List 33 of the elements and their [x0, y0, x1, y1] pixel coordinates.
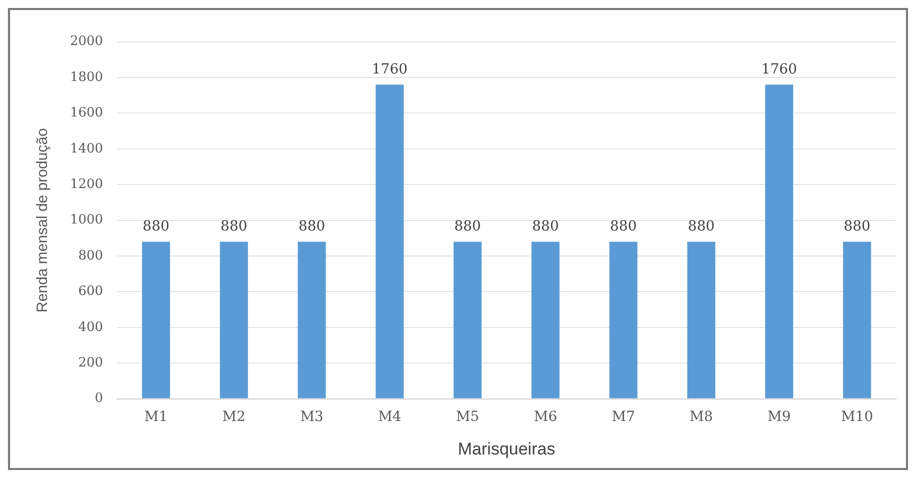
data-label: 880 — [688, 218, 715, 234]
x-tick-label: M3 — [300, 408, 324, 425]
y-tick-label: 1400 — [70, 141, 104, 156]
x-tick-label: M8 — [690, 408, 713, 425]
y-tick-label: 1800 — [70, 70, 104, 85]
y-tick-label: 1200 — [70, 176, 104, 192]
y-tick-label: 0 — [94, 391, 104, 406]
y-tick-label: 800 — [78, 248, 104, 264]
data-label: 880 — [220, 218, 248, 234]
x-tick-label: M5 — [456, 408, 480, 425]
data-label: 880 — [454, 218, 481, 234]
x-tick-label: M7 — [612, 408, 636, 425]
y-tick-label: 600 — [78, 284, 104, 300]
data-label: 880 — [610, 218, 637, 234]
x-axis-title: Marisqueiras — [458, 439, 556, 458]
data-label: 1760 — [761, 61, 797, 78]
x-tick-label: M1 — [144, 408, 168, 425]
x-tick-label: M9 — [768, 408, 791, 425]
x-tick-label: M6 — [534, 408, 558, 425]
data-label: 880 — [142, 218, 170, 234]
data-label: 880 — [298, 218, 326, 234]
y-tick-label: 1000 — [70, 212, 104, 228]
x-tick-label: M2 — [222, 408, 246, 425]
x-tick-label: M4 — [378, 408, 402, 425]
data-label: 1760 — [372, 61, 408, 78]
data-label: 880 — [532, 218, 559, 234]
y-tick-label: 200 — [78, 355, 104, 370]
y-axis-title: Renda mensal de produção — [34, 128, 52, 312]
y-tick-label: 400 — [78, 320, 104, 335]
data-label: 880 — [844, 218, 870, 234]
x-tick-label: M10 — [840, 408, 874, 425]
y-tick-label: 1600 — [70, 106, 104, 121]
y-tick-label: 2000 — [70, 34, 104, 50]
